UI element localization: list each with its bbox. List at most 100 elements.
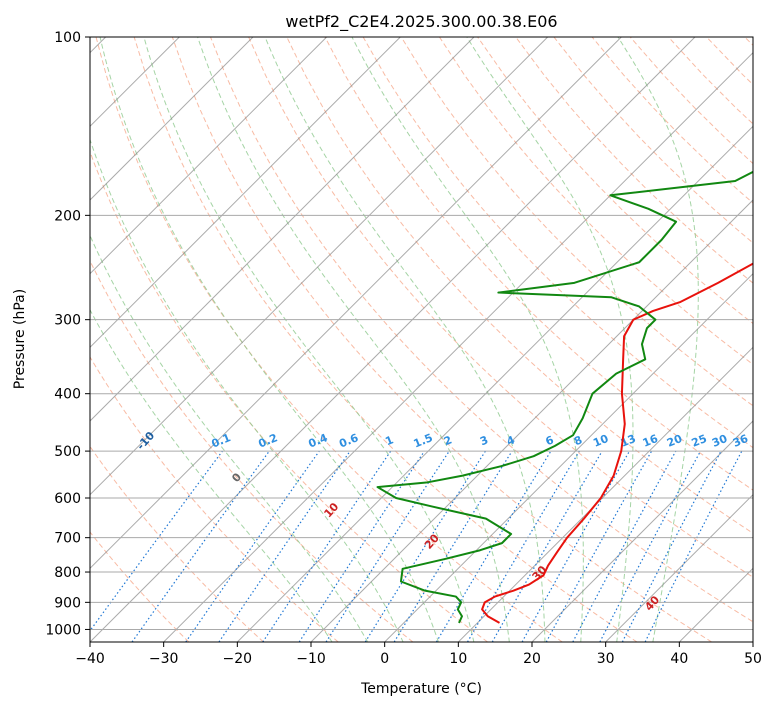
x-tick-label: −30: [149, 651, 179, 667]
y-tick-label: 800: [54, 565, 81, 581]
mixing-ratio-label: 16: [641, 432, 660, 450]
isotherm: [531, 420, 753, 642]
y-tick-label: 700: [54, 531, 81, 547]
isotherm: [678, 567, 753, 642]
y-tick-label: 200: [54, 208, 81, 224]
isotherm: [384, 272, 753, 642]
x-tick-label: 30: [597, 651, 615, 667]
plot-frame: [89, 36, 754, 643]
y-tick-label: 300: [54, 313, 81, 329]
dry-adiabat: [668, 37, 753, 125]
dry-adiabat: [90, 259, 414, 642]
mixing-ratio-line: [393, 450, 513, 642]
y-tick-label: 900: [54, 595, 81, 611]
temperature-profile: [481, 262, 753, 624]
dry-adiabat: [706, 37, 753, 86]
isotherm: [90, 37, 622, 570]
y-tick-label: 500: [54, 444, 81, 460]
mixing-ratio-line: [572, 450, 677, 642]
dry-adiabat-label: 40: [642, 593, 662, 613]
dry-adiabat: [744, 37, 753, 46]
y-tick-label: 100: [54, 30, 81, 46]
mixing-ratio-line: [262, 450, 392, 642]
x-tick-label: −20: [223, 651, 253, 667]
moist-adiabat: [90, 308, 333, 642]
mixing-ratio-label: 2: [442, 433, 454, 448]
dry-adiabat: [171, 37, 712, 642]
isotherm: [90, 37, 549, 496]
dry-adiabat-label: 30: [530, 563, 550, 583]
isotherm: [163, 51, 753, 642]
dry-adiabat: [324, 37, 753, 491]
chart-title: wetPf2_C2E4.2025.300.00.38.E06: [285, 12, 557, 32]
dry-adiabat: [553, 37, 753, 244]
x-tick-label: 50: [744, 651, 762, 667]
isotherm: [310, 199, 753, 642]
mixing-ratio-line: [131, 450, 270, 642]
dry-adiabat: [439, 37, 753, 366]
dry-adiabat: [90, 531, 190, 642]
moist-adiabat: [90, 138, 404, 642]
mixing-ratio-label: 8: [572, 433, 584, 448]
moist-adiabat: [197, 37, 510, 642]
mixing-ratio-line: [599, 450, 702, 642]
mixing-ratio-label: 0.1: [210, 431, 233, 450]
mixing-ratio-line: [621, 450, 722, 642]
mixing-ratio-line: [218, 450, 351, 642]
dry-adiabat: [95, 37, 563, 642]
isotherm: [457, 346, 753, 642]
isotherm: [90, 37, 328, 275]
dry-adiabat: [90, 356, 339, 642]
dry-adiabat: [133, 37, 638, 642]
y-axis: 100 200 300 400 500 600 700 800 900 1000: [45, 30, 90, 638]
dry-adiabat-label: 20: [422, 531, 442, 551]
isotherm: [90, 37, 696, 642]
dry-adiabat: [400, 37, 753, 407]
mixing-ratio-line: [325, 450, 450, 642]
background-lines: [90, 37, 753, 642]
mixing-ratio-label: 0.6: [337, 431, 360, 450]
mixing-ratio-label: 30: [710, 432, 729, 450]
dry-adiabat: [210, 37, 753, 623]
x-tick-label: 20: [523, 651, 541, 667]
profiles: [376, 170, 753, 624]
y-tick-label: 1000: [45, 622, 81, 638]
mixing-ratio-label: 20: [665, 432, 684, 450]
moist-adiabat: [143, 37, 475, 642]
moist-adiabat: [351, 37, 584, 642]
mixing-ratio-line: [298, 450, 425, 642]
x-tick-label: 40: [670, 651, 688, 667]
moist-adiabat: [617, 37, 699, 642]
mixing-ratio-label: 3: [478, 433, 490, 448]
y-axis-label: Pressure (hPa): [12, 289, 28, 389]
dry-adiabat-label: -10: [134, 429, 157, 453]
line-labels: -100-90-80-70-60-50-40-30-20-10010203040…: [134, 429, 750, 614]
mixing-ratio-label: 1: [383, 433, 395, 448]
moist-adiabat: [99, 37, 439, 642]
x-axis: −40 −30 −20 −10 0 10 20 30 40 50: [75, 642, 762, 667]
dry-adiabat: [362, 37, 753, 449]
isotherm: [90, 37, 475, 422]
dry-adiabat: [90, 445, 264, 642]
x-tick-label: −10: [296, 651, 326, 667]
mixing-ratio-line: [185, 450, 320, 642]
isotherm: [236, 125, 753, 642]
x-tick-label: 0: [380, 651, 389, 667]
dry-adiabat: [515, 37, 753, 284]
mixing-ratio-label: 25: [690, 432, 709, 450]
isotherm: [752, 641, 753, 642]
dewpoint-profile: [376, 170, 753, 624]
y-tick-label: 600: [54, 491, 81, 507]
moist-adiabat: [264, 37, 546, 642]
mixing-ratio-label: 10: [591, 432, 610, 450]
mixing-ratio-line: [90, 450, 223, 632]
mixing-ratio-line: [545, 450, 653, 642]
dry-adiabat: [90, 150, 488, 642]
dry-adiabat: [591, 37, 753, 204]
isotherm: [90, 37, 401, 349]
mixing-ratio-line: [521, 450, 631, 642]
x-tick-label: −40: [75, 651, 105, 667]
dry-adiabat: [248, 37, 753, 578]
y-tick-label: 400: [54, 387, 81, 403]
